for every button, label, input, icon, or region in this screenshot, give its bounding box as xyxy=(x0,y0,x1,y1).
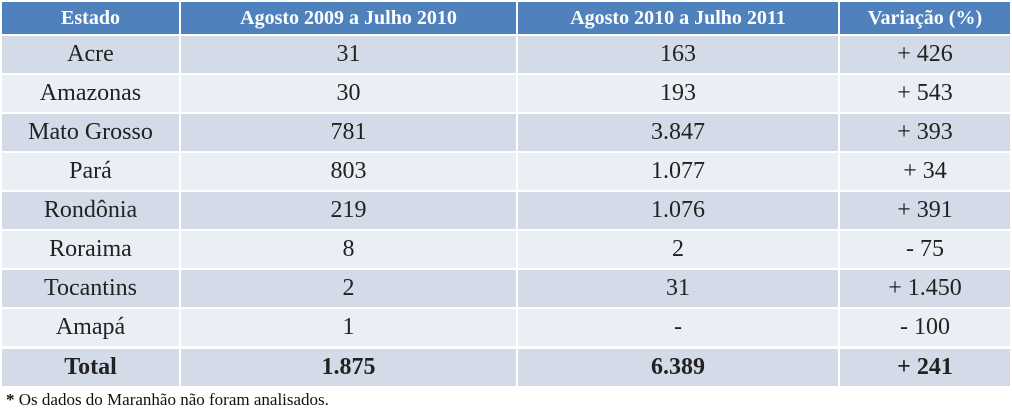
cell-variation: + 426 xyxy=(839,34,1010,74)
table-row: Amapá 1 - - 100 xyxy=(2,307,1010,348)
cell-estado: Pará xyxy=(2,151,181,191)
total-variation: + 241 xyxy=(839,346,1010,386)
footnote: * Os dados do Maranhão não foram analisa… xyxy=(6,390,329,410)
cell-value: 219 xyxy=(180,190,518,230)
cell-variation: - 100 xyxy=(839,307,1010,348)
cell-value: 3.847 xyxy=(517,112,840,152)
cell-value: 803 xyxy=(180,151,518,191)
total-value: 6.389 xyxy=(517,346,840,386)
cell-estado: Roraima xyxy=(2,229,181,269)
footnote-text: Os dados do Maranhão não foram analisado… xyxy=(14,390,329,409)
total-value: 1.875 xyxy=(180,346,518,386)
cell-value: 1.077 xyxy=(517,151,840,191)
cell-estado: Acre xyxy=(2,34,181,74)
cell-variation: + 393 xyxy=(839,112,1010,152)
cell-variation: - 75 xyxy=(839,229,1010,269)
table-row: Roraima 8 2 - 75 xyxy=(2,229,1010,269)
cell-variation: + 391 xyxy=(839,190,1010,230)
table-row: Pará 803 1.077 + 34 xyxy=(2,151,1010,191)
cell-value: 1.076 xyxy=(517,190,840,230)
footnote-marker: * xyxy=(6,390,15,409)
cell-estado: Mato Grosso xyxy=(2,112,181,152)
cell-value: 2 xyxy=(517,229,840,269)
deforestation-table: Estado Agosto 2009 a Julho 2010 Agosto 2… xyxy=(2,2,1010,386)
table-row: Tocantins 2 31 + 1.450 xyxy=(2,268,1010,308)
table-row: Acre 31 163 + 426 xyxy=(2,34,1010,74)
table-total-row: Total 1.875 6.389 + 241 xyxy=(2,346,1010,386)
header-period-2010-2011: Agosto 2010 a Julho 2011 xyxy=(517,2,840,35)
cell-value: 30 xyxy=(180,73,518,113)
cell-variation: + 1.450 xyxy=(839,268,1010,308)
cell-estado: Tocantins xyxy=(2,268,181,308)
cell-estado: Rondônia xyxy=(2,190,181,230)
cell-estado: Amazonas xyxy=(2,73,181,113)
table-row: Mato Grosso 781 3.847 + 393 xyxy=(2,112,1010,152)
cell-value: 1 xyxy=(180,307,518,348)
cell-value: - xyxy=(517,307,840,348)
total-label: Total xyxy=(2,346,181,386)
table-row: Rondônia 219 1.076 + 391 xyxy=(2,190,1010,230)
cell-value: 8 xyxy=(180,229,518,269)
cell-variation: + 34 xyxy=(839,151,1010,191)
header-estado: Estado xyxy=(2,2,181,35)
cell-value: 781 xyxy=(180,112,518,152)
cell-value: 31 xyxy=(517,268,840,308)
table-header-row: Estado Agosto 2009 a Julho 2010 Agosto 2… xyxy=(2,2,1010,35)
cell-value: 2 xyxy=(180,268,518,308)
cell-variation: + 543 xyxy=(839,73,1010,113)
cell-value: 193 xyxy=(517,73,840,113)
table-row: Amazonas 30 193 + 543 xyxy=(2,73,1010,113)
cell-value: 31 xyxy=(180,34,518,74)
header-period-2009-2010: Agosto 2009 a Julho 2010 xyxy=(180,2,518,35)
header-variacao: Variação (%) xyxy=(839,2,1010,35)
cell-estado: Amapá xyxy=(2,307,181,348)
cell-value: 163 xyxy=(517,34,840,74)
